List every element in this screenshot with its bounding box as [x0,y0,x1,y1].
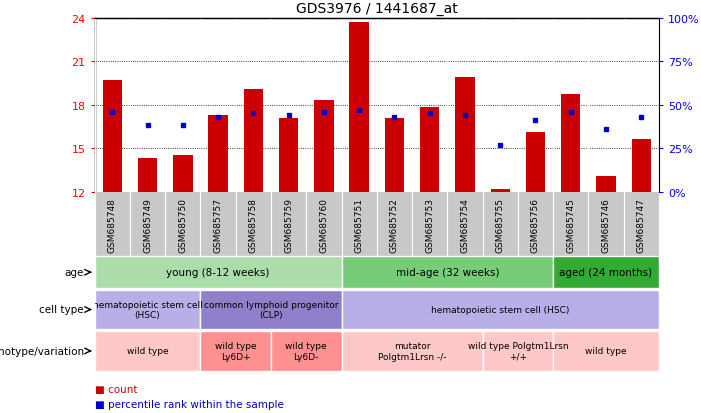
Text: GSM685755: GSM685755 [496,197,505,252]
Bar [95,331,200,371]
Text: wild type
Ly6D+: wild type Ly6D+ [215,342,257,361]
Text: wild type Polgtm1Lrsn
+/+: wild type Polgtm1Lrsn +/+ [468,342,569,361]
Text: GSM685746: GSM685746 [601,197,611,252]
Bar [95,290,200,330]
Bar [553,257,659,288]
Text: wild type
Ly6D-: wild type Ly6D- [285,342,327,361]
Text: mutator
Polgtm1Lrsn -/-: mutator Polgtm1Lrsn -/- [378,342,447,361]
Bar [244,89,263,192]
Text: GSM685759: GSM685759 [284,197,293,252]
Title: GDS3976 / 1441687_at: GDS3976 / 1441687_at [296,2,458,16]
Text: cell type: cell type [39,305,84,315]
Text: ■ count: ■ count [95,385,137,394]
Text: aged (24 months): aged (24 months) [559,268,653,278]
Bar [341,257,553,288]
Text: genotype/variation: genotype/variation [0,346,84,356]
Bar [526,133,545,192]
Bar [632,140,651,192]
Bar [597,176,615,192]
Bar [341,331,482,371]
Bar [102,81,122,192]
Text: age: age [64,268,84,278]
Text: hematopoietic stem cell
(HSC): hematopoietic stem cell (HSC) [93,300,203,319]
Bar [200,290,341,330]
Text: wild type: wild type [585,347,627,356]
Bar [350,23,369,192]
Bar [561,95,580,192]
Bar [553,331,659,371]
Bar [173,156,193,192]
Text: GSM685756: GSM685756 [531,197,540,252]
Text: GSM685757: GSM685757 [214,197,223,252]
Text: GSM685751: GSM685751 [355,197,364,252]
Bar [138,159,157,192]
Bar [200,331,271,371]
Bar [341,290,659,330]
Text: GSM685750: GSM685750 [178,197,187,252]
Text: GSM685753: GSM685753 [426,197,434,252]
Text: GSM685752: GSM685752 [390,197,399,252]
Text: GSM685758: GSM685758 [249,197,258,252]
Bar [208,115,228,192]
Bar [482,331,553,371]
Bar [420,108,440,192]
Text: GSM685748: GSM685748 [108,197,117,252]
Text: GSM685760: GSM685760 [320,197,328,252]
Text: common lymphoid progenitor
(CLP): common lymphoid progenitor (CLP) [204,300,338,319]
Bar [385,118,404,192]
Text: hematopoietic stem cell (HSC): hematopoietic stem cell (HSC) [431,305,569,314]
Text: ■ percentile rank within the sample: ■ percentile rank within the sample [95,399,283,409]
Bar [95,257,341,288]
Text: young (8-12 weeks): young (8-12 weeks) [166,268,270,278]
Bar [279,118,299,192]
Bar [491,189,510,192]
Text: wild type: wild type [127,347,168,356]
Text: GSM685754: GSM685754 [461,197,470,252]
Bar [455,78,475,192]
Text: GSM685745: GSM685745 [566,197,576,252]
Bar [314,101,334,192]
Text: GSM685747: GSM685747 [637,197,646,252]
Text: mid-age (32 weeks): mid-age (32 weeks) [395,268,499,278]
Text: GSM685749: GSM685749 [143,197,152,252]
Bar [271,331,341,371]
